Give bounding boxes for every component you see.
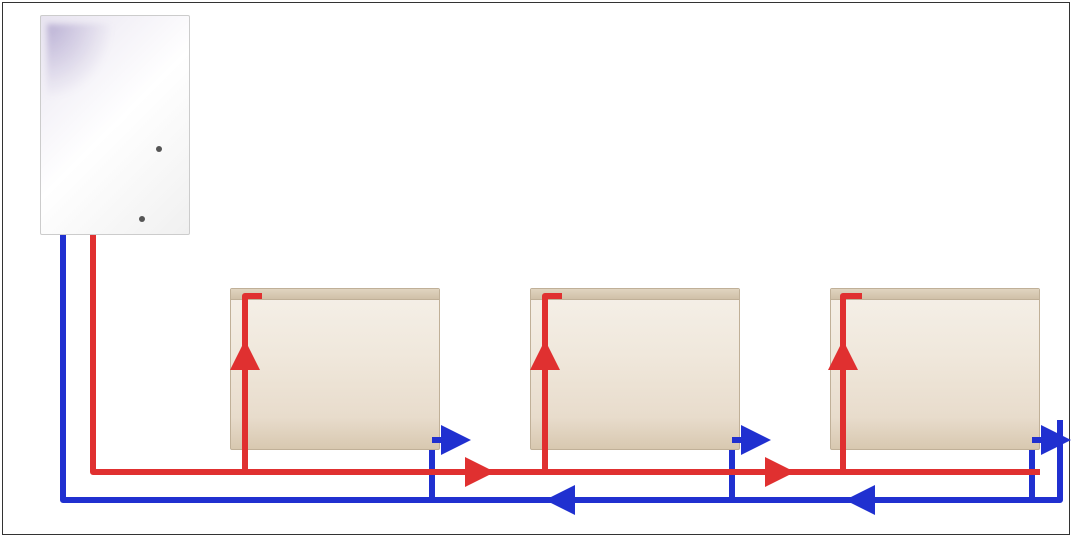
- radiator-1: [230, 288, 440, 450]
- radiator-3: [830, 288, 1040, 450]
- boiler-unit: [40, 15, 190, 235]
- boiler-control-dot: [156, 146, 162, 152]
- radiator-2: [530, 288, 740, 450]
- boiler-control-dot: [139, 216, 145, 222]
